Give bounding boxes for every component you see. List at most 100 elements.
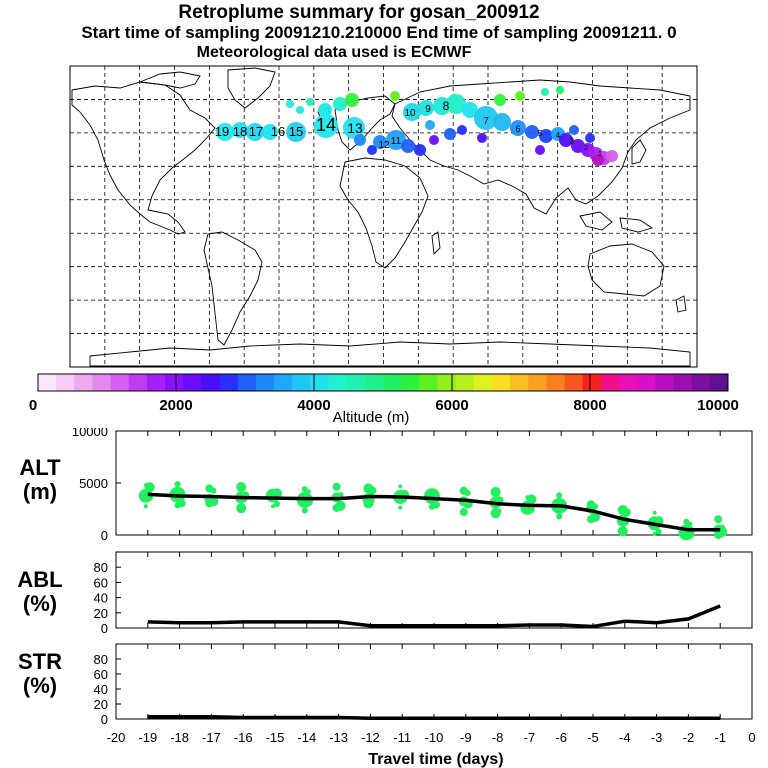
plume-day-label: 2 <box>584 145 588 152</box>
plume-particle <box>535 145 545 155</box>
met-data-note: Meteorological data used is ECMWF <box>196 44 472 61</box>
y-tick-label: 0 <box>101 621 108 636</box>
plume-particle <box>606 150 618 162</box>
particle-dot <box>174 481 181 488</box>
colorbar-cell <box>637 374 656 391</box>
plume-particle <box>318 103 332 117</box>
x-tick-label: 0 <box>748 730 755 745</box>
particle-dot <box>271 489 275 494</box>
particle-dot <box>335 500 346 511</box>
colorbar-cell <box>237 374 257 391</box>
particle-dot <box>236 503 247 514</box>
plume-day-label: 16 <box>271 124 285 139</box>
plume-particle <box>386 130 406 150</box>
plume-particle <box>494 94 506 106</box>
particle-dot <box>332 482 341 491</box>
y-tick-label: 5000 <box>79 476 108 491</box>
series-line-str <box>147 715 721 721</box>
plume-particle <box>525 125 539 139</box>
colorbar-label: Altitude (m) <box>333 409 410 426</box>
colorbar-cell <box>364 374 384 391</box>
x-tick-label: -12 <box>361 730 380 745</box>
y-tick-label: 60 <box>94 575 108 590</box>
map-coastlines <box>71 67 691 367</box>
colorbar-cell <box>219 374 239 391</box>
colorbar-cell <box>292 374 311 391</box>
plume-day-label: 7 <box>483 116 489 127</box>
plume-particle <box>510 120 526 136</box>
colorbar-cell <box>310 374 330 391</box>
plume-particle <box>429 135 439 145</box>
plume-day-label: 9 <box>425 104 431 115</box>
x-tick-label: -9 <box>460 730 472 745</box>
particle-dot <box>301 507 308 514</box>
plume-particle <box>515 91 525 101</box>
plume-particle <box>333 97 347 111</box>
y-tick-label: 20 <box>94 697 108 712</box>
plume-particles <box>216 86 618 166</box>
sampling-times: Start time of sampling 20091210.210000 E… <box>81 23 677 42</box>
colorbar-cell <box>691 374 711 391</box>
particle-dot <box>719 524 726 531</box>
plume-day-label: 8 <box>443 99 450 113</box>
particle-dot <box>688 521 693 526</box>
colorbar-cell <box>201 374 221 391</box>
plume-day-label: 10 <box>404 108 416 119</box>
colorbar-cell <box>274 374 293 391</box>
colorbar-tick-label: 6000 <box>435 397 468 414</box>
colorbar-cell <box>74 374 93 391</box>
colorbar-cell <box>655 374 675 391</box>
panel-frame <box>115 551 753 629</box>
particle-dot <box>497 508 502 513</box>
particle-dot <box>525 495 530 500</box>
x-tick-label: -2 <box>683 730 695 745</box>
colorbar-cell <box>546 374 566 391</box>
y-tick-label: 0 <box>101 712 108 727</box>
plume-particle <box>403 103 421 121</box>
plume-day-label: 12 <box>378 140 390 151</box>
particle-dot <box>655 528 662 535</box>
world-map: 19 18 17 16 15 14 13 12 11 10 9 8 7 6 5 43 2 1 <box>69 65 698 368</box>
plume-particle <box>286 122 306 142</box>
colorbar-cell <box>600 374 620 391</box>
y-tick-label: 20 <box>94 606 108 621</box>
particle-dot <box>459 486 468 495</box>
plume-particle <box>462 102 478 118</box>
particle-dot <box>617 505 628 516</box>
colorbar-cell <box>528 374 547 391</box>
colorbar-cell <box>328 374 348 391</box>
colorbar-tick-label: 8000 <box>573 397 606 414</box>
particle-dot <box>274 501 280 508</box>
plume-particle <box>592 154 604 166</box>
x-tick-label: -5 <box>587 730 599 745</box>
series-line-abl <box>147 604 721 629</box>
particle-dot <box>590 512 600 523</box>
colorbar-frame <box>37 373 729 392</box>
particle-dot <box>652 531 657 536</box>
colorbar-cell <box>673 374 693 391</box>
colorbar-cell <box>146 374 166 391</box>
x-tick-label: -18 <box>170 730 189 745</box>
plume-particle <box>373 135 387 149</box>
plume-particle <box>390 91 400 101</box>
colorbar-cell <box>383 374 402 391</box>
plume-day-labels: 19 18 17 16 15 14 13 12 11 10 9 8 7 6 5 43 2 1 <box>215 99 602 158</box>
particle-dot <box>179 490 184 495</box>
colorbar-cell <box>255 374 275 391</box>
altitude-colorbar: 0 2000 4000 6000 8000 10000 Altitude (m) <box>29 373 739 426</box>
colorbar-cell <box>38 374 57 391</box>
plume-particle <box>418 100 434 116</box>
particle-dot <box>683 518 690 525</box>
particle-dot <box>490 486 501 497</box>
colorbar-cell <box>128 374 148 391</box>
plume-particle <box>425 120 435 130</box>
x-tick-label: -20 <box>107 730 126 745</box>
abl-panel-label: ABL (%) <box>17 567 63 616</box>
panel-frame <box>115 643 753 720</box>
plume-particle <box>367 145 377 155</box>
particle-dot <box>678 524 695 541</box>
particle-dot <box>398 505 403 510</box>
plume-particle <box>401 139 415 153</box>
